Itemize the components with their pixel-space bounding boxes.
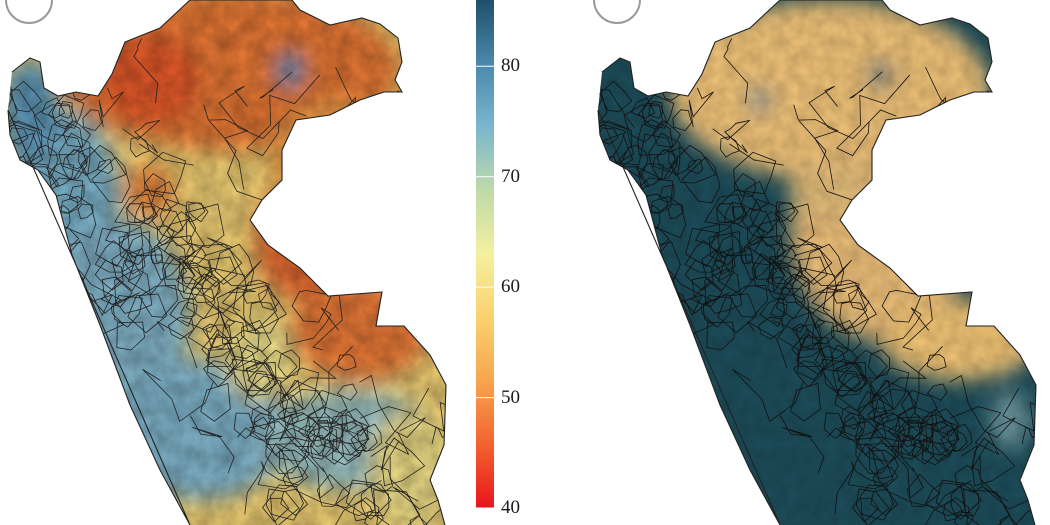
colorbar-tick-label: 70 [501, 165, 520, 187]
right-panel-label-circle [593, 0, 641, 24]
colorbar-ticks [476, 65, 494, 509]
right-map-texture [598, 0, 1036, 525]
colorbar [476, 0, 494, 508]
left-map [8, 0, 446, 525]
colorbar-tick-label: 50 [501, 386, 520, 408]
right-map-outline [597, 0, 1037, 525]
colorbar-tick-label: 60 [501, 276, 520, 298]
left-map-texture [8, 0, 446, 525]
right-map [598, 0, 1036, 525]
colorbar-tick-label: 40 [501, 497, 520, 518]
left-panel-label-circle [5, 0, 53, 24]
left-map-district-borders [8, 0, 446, 525]
colorbar-tick-label: 80 [501, 55, 520, 77]
left-map-outline [7, 0, 447, 525]
